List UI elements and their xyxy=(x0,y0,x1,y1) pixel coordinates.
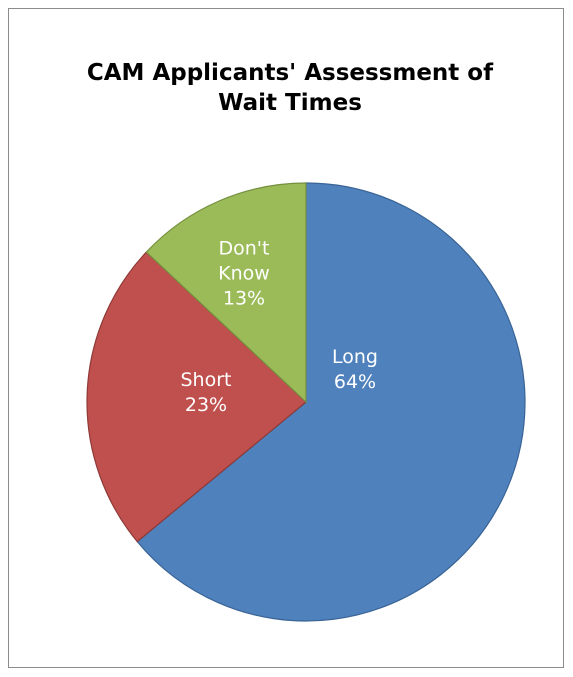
value-label: 13% xyxy=(222,287,266,310)
pie-slice xyxy=(145,182,307,404)
slice-label: Short 23% xyxy=(156,368,256,418)
category-label: Long xyxy=(332,346,378,368)
pie-slice xyxy=(136,182,526,622)
slice-label: Long 64% xyxy=(305,345,405,395)
value-label: 23% xyxy=(184,394,228,416)
category-label: Short xyxy=(180,369,232,391)
chart-frame xyxy=(8,8,564,668)
pie-slice xyxy=(86,251,307,543)
chart-title: CAM Applicants' Assessment of Wait Times xyxy=(86,60,494,116)
category-label: Don't Know xyxy=(218,237,270,285)
slice-label: Don't Know 13% xyxy=(209,237,279,312)
value-label: 64% xyxy=(333,371,377,393)
